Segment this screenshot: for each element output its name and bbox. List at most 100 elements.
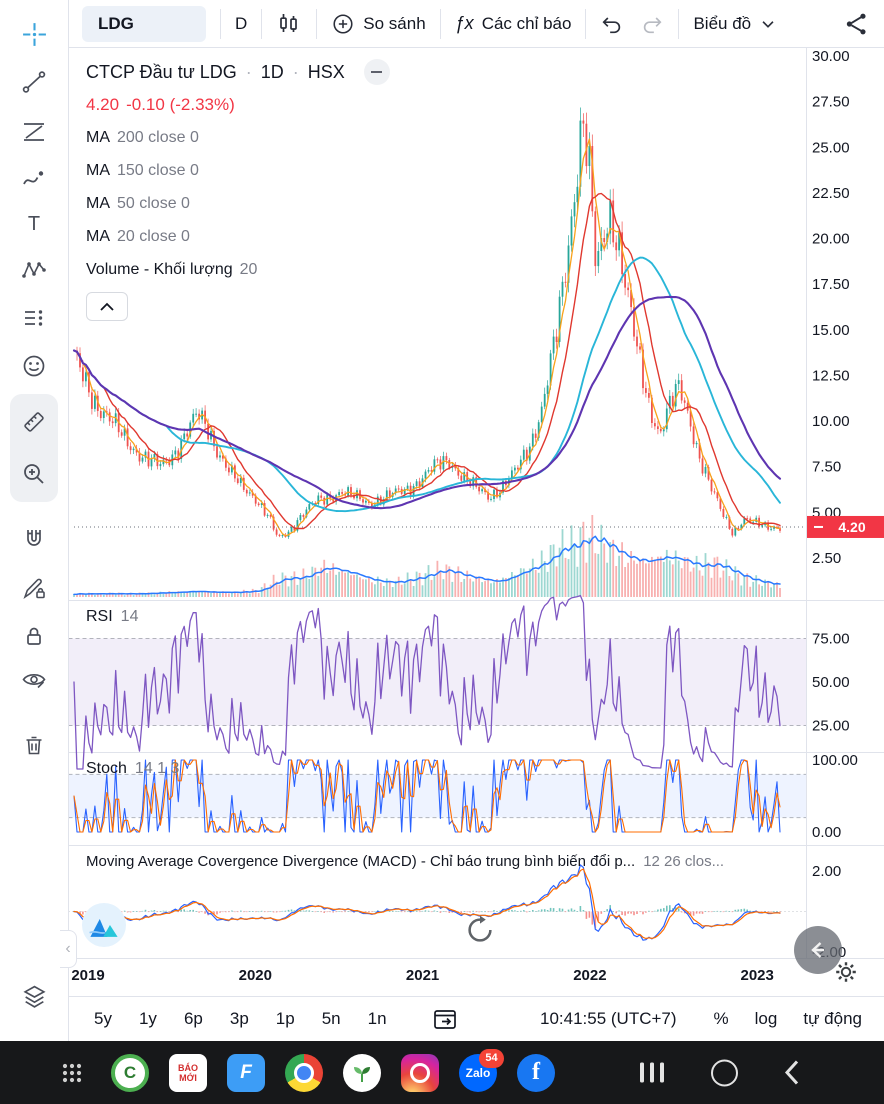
range-5d[interactable]: 5n (321, 1009, 341, 1028)
toolbar-divider (220, 8, 221, 39)
tool-ruler[interactable] (14, 402, 54, 442)
blue-f-app-icon[interactable]: F (227, 1053, 265, 1092)
volume-row[interactable]: Volume - Khối lượng 20 (86, 253, 390, 286)
rsi-legend[interactable]: RSI 14 (86, 608, 138, 626)
range-5y[interactable]: 5y (94, 1009, 112, 1028)
interval-button[interactable]: D (235, 14, 247, 34)
indicators-button[interactable]: ƒx Các chỉ báo (455, 13, 572, 34)
tool-trend-line[interactable] (14, 62, 54, 102)
zalo-app-icon[interactable]: Zalo 54 (459, 1048, 504, 1092)
tool-hide-drawings[interactable] (14, 660, 54, 700)
tool-crosshair[interactable] (14, 14, 54, 54)
chart-menu-label: Biểu đồ (693, 13, 752, 33)
object-tree-button[interactable] (14, 976, 54, 1016)
android-nav-buttons (639, 1059, 800, 1086)
chevron-up-icon (100, 302, 114, 311)
macd-legend[interactable]: Moving Average Covergence Divergence (MA… (86, 853, 724, 870)
undo-button[interactable] (600, 12, 624, 36)
compare-button[interactable]: So sánh (331, 12, 426, 36)
axis-settings-button[interactable] (834, 960, 860, 986)
symbol-button[interactable]: LDG (82, 5, 206, 42)
toolbar-divider (678, 8, 680, 39)
tool-magnet[interactable] (14, 520, 54, 560)
baomoi-line1: BÁO (178, 1062, 198, 1073)
mountain-logo-icon (89, 919, 118, 937)
candlestick-icon (280, 13, 298, 32)
scale-controls: % log tự động (714, 1009, 862, 1029)
chart-style-button[interactable] (276, 11, 302, 37)
broker-logo-fab[interactable] (82, 903, 126, 947)
tool-remove-drawings[interactable] (14, 726, 54, 766)
goto-date-button[interactable] (432, 1006, 458, 1032)
floating-back-button[interactable] (794, 926, 842, 974)
sidebar-collapse-handle[interactable]: ‹ (60, 930, 77, 968)
ma-200-row[interactable]: MA 200 close 0 (86, 121, 390, 154)
ma-label: MA (86, 128, 110, 146)
blue-f-letter: F (240, 1061, 252, 1083)
baomoi-app-icon[interactable]: BÁO MỚI (169, 1053, 207, 1092)
app-drawer-button[interactable] (53, 1054, 91, 1092)
range-6m[interactable]: 6p (183, 1009, 203, 1028)
ma-params: 50 close 0 (117, 194, 190, 212)
auto-scale-button[interactable]: tự động (803, 1009, 862, 1028)
redo-button[interactable] (640, 12, 664, 36)
svg-text:50.00: 50.00 (812, 674, 850, 691)
bottom-toolbar: 5y 1y 6p 3p 1p 5n 1n 10:41:55 (UTC+7) % … (68, 996, 884, 1041)
price-row: 4.20 -0.10 (-2.33%) (86, 88, 390, 121)
tool-zoom[interactable] (14, 454, 54, 494)
range-1d[interactable]: 1n (367, 1009, 387, 1028)
ma-20-row[interactable]: MA 20 close 0 (86, 220, 390, 253)
macd-params: 12 26 clos... (643, 853, 725, 870)
range-1m[interactable]: 1p (275, 1009, 295, 1028)
gear-icon (836, 962, 856, 982)
log-scale-button[interactable]: log (754, 1009, 778, 1028)
coccoc-app-icon[interactable]: C (111, 1053, 149, 1092)
facebook-app-icon[interactable]: f (517, 1053, 555, 1092)
chevron-down-icon (762, 20, 774, 28)
tool-xabcd-pattern[interactable] (14, 250, 54, 290)
emoji-icon (23, 355, 45, 377)
exchange-text: HSX (307, 61, 345, 82)
stoch-legend[interactable]: Stoch 14 1 3 (86, 760, 179, 778)
back-button[interactable] (784, 1060, 800, 1086)
collapse-legend-button[interactable] (363, 59, 390, 85)
symbol-title-row[interactable]: CTCP Đầu tư LDG · 1D · HSX (86, 56, 390, 88)
arrow-left-icon (811, 942, 824, 958)
lock-icon (27, 627, 41, 645)
ma-label: MA (86, 194, 110, 212)
tool-fib-retracement[interactable] (14, 112, 54, 152)
green-sprout-app-icon[interactable] (343, 1053, 381, 1092)
svg-text:2021: 2021 (406, 967, 439, 984)
clock[interactable]: 10:41:55 (UTC+7) (540, 1009, 677, 1028)
svg-text:20.00: 20.00 (812, 231, 850, 248)
tool-edit-drawings[interactable] (14, 568, 54, 608)
svg-text:4.20: 4.20 (838, 519, 865, 535)
svg-text:2022: 2022 (573, 967, 606, 984)
reload-chart-button[interactable] (460, 910, 500, 950)
svg-text:27.50: 27.50 (812, 94, 850, 111)
magnet-icon (27, 530, 41, 546)
ma-150-row[interactable]: MA 150 close 0 (86, 154, 390, 187)
camera-app-icon[interactable] (401, 1053, 439, 1092)
rsi-label: RSI (86, 608, 113, 625)
svg-text:2019: 2019 (71, 967, 104, 984)
ma-50-row[interactable]: MA 50 close 0 (86, 187, 390, 220)
chart-canvas[interactable]: 30.00 27.50 25.00 22.50 20.00 17.50 15.00 12.50… (0, 0, 884, 1041)
chrome-app-icon[interactable] (285, 1053, 323, 1092)
tool-emoji[interactable] (14, 346, 54, 386)
range-1y[interactable]: 1y (138, 1009, 157, 1028)
percent-scale-button[interactable]: % (713, 1009, 729, 1028)
fx-icon: ƒx (454, 13, 474, 33)
range-3m[interactable]: 3p (229, 1009, 249, 1028)
indicators-label: Các chỉ báo (481, 13, 572, 33)
tool-forecast[interactable] (14, 298, 54, 338)
recent-apps-button[interactable] (639, 1062, 665, 1084)
home-button[interactable] (711, 1059, 738, 1086)
tool-lock-all[interactable] (14, 616, 54, 656)
chart-menu-button[interactable]: Biểu đồ (693, 14, 777, 34)
share-button[interactable] (844, 11, 870, 37)
tool-text[interactable]: T (14, 204, 54, 244)
tool-brush[interactable] (14, 158, 54, 198)
toolbar-divider (439, 8, 441, 39)
legend-collapse-button[interactable] (86, 292, 128, 321)
